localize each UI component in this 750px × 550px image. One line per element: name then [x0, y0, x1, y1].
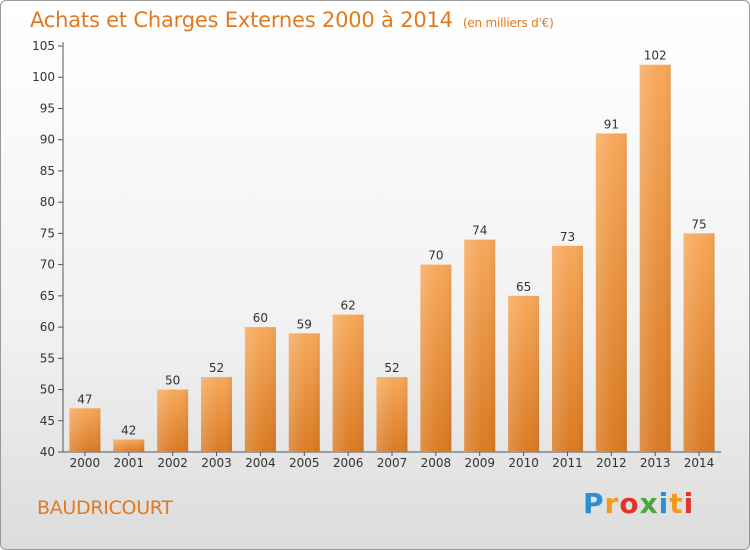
x-tick-label: 2001 [114, 456, 145, 470]
bar-value-label: 50 [165, 374, 180, 388]
logo-letter: x [639, 487, 659, 520]
bar-shine [157, 389, 189, 452]
logo-letter: P [583, 487, 605, 520]
bar-shine [113, 439, 145, 452]
logo-letter: t [669, 487, 684, 520]
bar-value-label: 60 [253, 311, 268, 325]
bar-shine [69, 408, 101, 452]
chart-title-text: Achats et Charges Externes 2000 à 2014 [30, 8, 453, 32]
bars [69, 64, 715, 452]
axes: 40 45 50 55 60 65 70 75 80 85 90 95 100 105 2000 2001 20… [32, 39, 721, 470]
bar-value-label: 42 [121, 424, 136, 438]
x-tick-label: 2007 [377, 456, 408, 470]
chart-title: Achats et Charges Externes 2000 à 2014 (e… [30, 8, 554, 32]
y-tick-label: 100 [32, 70, 55, 84]
bar-shine [420, 264, 452, 452]
y-tick-label: 90 [40, 133, 55, 147]
x-tick-label: 2011 [552, 456, 583, 470]
y-tick-label: 105 [32, 39, 55, 53]
bar-value-label: 52 [384, 361, 399, 375]
y-tick-label: 80 [40, 195, 55, 209]
x-tick-label: 2004 [245, 456, 276, 470]
logo-letter: i [658, 487, 670, 520]
y-tick-label: 60 [40, 320, 55, 334]
bar-shine [464, 239, 496, 452]
x-tick-label: 2003 [201, 456, 232, 470]
x-tick-label: 2000 [70, 456, 101, 470]
bar-shine [244, 327, 276, 452]
bar-value-label: 65 [516, 280, 531, 294]
logo-letter: i [683, 487, 695, 520]
y-tick-label: 70 [40, 258, 55, 272]
y-tick-label: 45 [40, 414, 55, 428]
bar-value-label: 75 [691, 217, 706, 231]
y-tick-label: 65 [40, 289, 55, 303]
x-tick-label: 2012 [596, 456, 627, 470]
y-tick-label: 40 [40, 445, 55, 459]
y-tick-label: 95 [40, 101, 55, 115]
proxiti-logo: Proxiti [583, 487, 694, 520]
x-tick-label: 2002 [157, 456, 188, 470]
chart-subtitle: (en milliers d'€) [462, 16, 554, 30]
x-tick-label: 2013 [640, 456, 671, 470]
x-tick-label: 2014 [684, 456, 715, 470]
y-tick-label: 50 [40, 383, 55, 397]
bar-shine [508, 295, 540, 452]
bar-value-label: 59 [297, 317, 312, 331]
x-tick-label: 2005 [289, 456, 320, 470]
bar-shine [683, 233, 715, 452]
bar-value-label: 74 [472, 224, 487, 238]
bar-value-label: 70 [428, 249, 443, 263]
commune-name: BAUDRICOURT [37, 497, 173, 519]
y-tick-label: 85 [40, 164, 55, 178]
y-tick-label: 75 [40, 226, 55, 240]
bar-value-label: 73 [560, 230, 575, 244]
bar-shine [332, 314, 364, 452]
x-tick-label: 2009 [464, 456, 495, 470]
bar-value-label: 47 [77, 392, 92, 406]
logo-letter: o [619, 487, 640, 520]
bar-shine [201, 377, 233, 452]
bar-shine [288, 333, 320, 452]
x-tick-label: 2010 [508, 456, 539, 470]
x-tick-label: 2006 [333, 456, 364, 470]
bar-value-label: 52 [209, 361, 224, 375]
x-tick-label: 2008 [421, 456, 452, 470]
bar-shine [595, 133, 627, 452]
bar-value-label: 91 [604, 117, 619, 131]
bar-shine [551, 245, 583, 452]
data-labels: 47 42 50 52 60 59 62 52 70 74 65 73 91 102 75 [77, 49, 706, 438]
y-tick-label: 55 [40, 351, 55, 365]
bar-value-label: 102 [644, 49, 667, 63]
bar-shine [376, 377, 408, 452]
bar-value-label: 62 [340, 299, 355, 313]
logo-letter: r [604, 487, 620, 520]
bar-shine [639, 64, 671, 452]
